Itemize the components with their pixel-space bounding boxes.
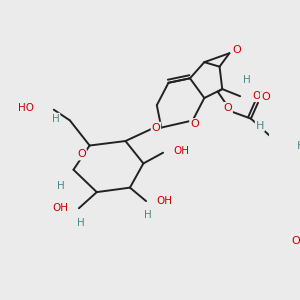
Text: O: O bbox=[291, 236, 300, 245]
Text: O: O bbox=[152, 123, 160, 133]
Text: OH: OH bbox=[52, 203, 68, 213]
Text: O: O bbox=[223, 103, 232, 113]
Text: H: H bbox=[77, 218, 85, 228]
Text: H: H bbox=[144, 210, 152, 220]
Text: OH: OH bbox=[253, 91, 269, 101]
Text: O: O bbox=[190, 119, 199, 129]
Text: OH: OH bbox=[157, 196, 173, 206]
Text: O: O bbox=[261, 92, 270, 102]
Text: H: H bbox=[244, 75, 251, 85]
Text: H: H bbox=[52, 114, 59, 124]
Text: H: H bbox=[57, 181, 65, 191]
Text: OH: OH bbox=[174, 146, 190, 156]
Text: H: H bbox=[297, 140, 300, 151]
Text: HO: HO bbox=[18, 103, 34, 113]
Text: O: O bbox=[77, 149, 86, 160]
Text: H: H bbox=[256, 121, 264, 131]
Text: O: O bbox=[232, 45, 241, 55]
